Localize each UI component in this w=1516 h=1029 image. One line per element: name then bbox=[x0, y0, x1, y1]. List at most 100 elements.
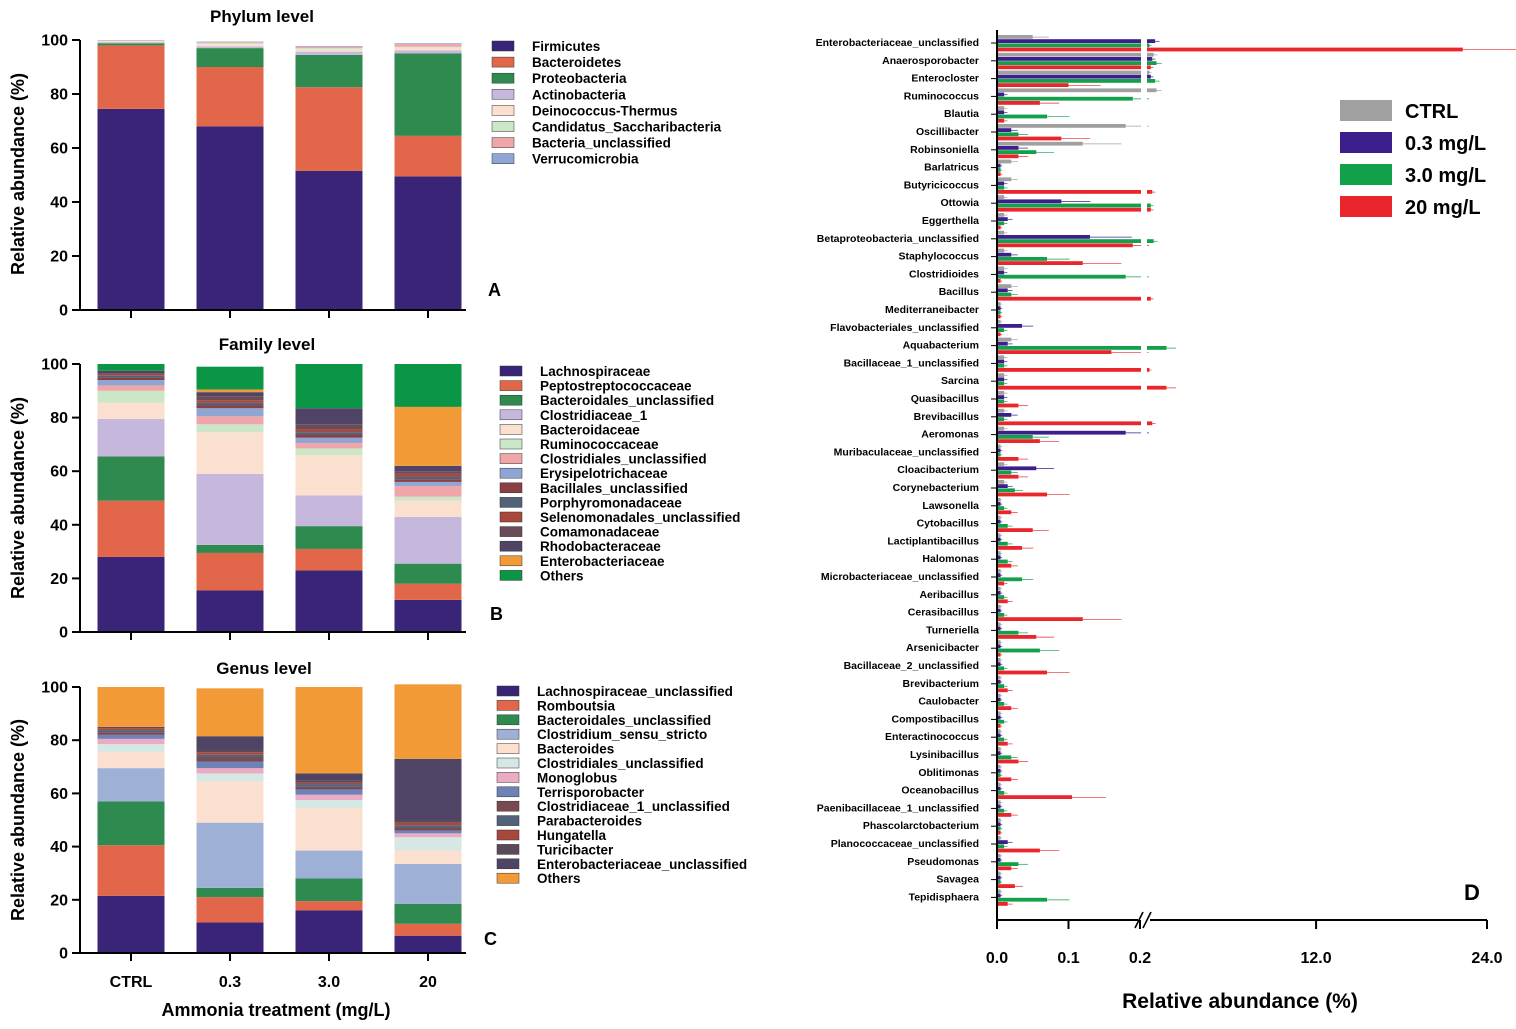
genus-bar bbox=[997, 724, 1001, 728]
y-tick-label: 80 bbox=[50, 410, 68, 427]
genus-bar bbox=[997, 875, 1001, 880]
genus-bar bbox=[997, 207, 1151, 212]
bar-segment bbox=[196, 408, 264, 417]
bar-segment bbox=[394, 827, 462, 831]
bar-segment bbox=[196, 400, 264, 403]
genus-bar bbox=[997, 902, 1008, 906]
genus-bar bbox=[997, 284, 1012, 288]
legend-label: Deinococcus-Thermus bbox=[532, 103, 678, 118]
genus-label: Cloacibacterium bbox=[897, 464, 979, 476]
genus-bar bbox=[997, 599, 1008, 604]
legend-swatch bbox=[496, 872, 520, 884]
genus-bar bbox=[997, 492, 1048, 497]
bar-segment bbox=[394, 820, 462, 823]
genus-bar bbox=[997, 822, 1001, 827]
genus-bar bbox=[997, 702, 1005, 706]
bar-segment bbox=[97, 108, 165, 310]
bar-segment bbox=[97, 732, 165, 735]
genus-bar bbox=[997, 506, 1005, 510]
legend-label: Clostridiales_unclassified bbox=[540, 452, 707, 467]
genus-bar bbox=[997, 92, 1005, 97]
bar-segment bbox=[295, 800, 363, 809]
bar-segment bbox=[394, 473, 462, 477]
bar-segment bbox=[97, 456, 165, 501]
bar-segment bbox=[394, 583, 462, 600]
genus-label: Betaproteobacteria_unclassified bbox=[817, 233, 979, 245]
legend-swatch bbox=[499, 482, 523, 494]
genus-bar bbox=[997, 808, 1005, 813]
legend-label: Enterobacteriaceae_unclassified bbox=[537, 857, 747, 872]
genus-bar bbox=[997, 118, 1005, 123]
genus-bar bbox=[997, 435, 1033, 439]
genus-bar bbox=[997, 421, 1153, 426]
bar-segment bbox=[295, 786, 363, 790]
genus-bar bbox=[997, 648, 1040, 653]
legend-label: Candidatus_Saccharibacteria bbox=[532, 120, 722, 135]
axis-break-mark bbox=[1142, 911, 1152, 929]
genus-bar bbox=[997, 569, 1001, 573]
genus-bar bbox=[997, 101, 1040, 105]
genus-bar bbox=[997, 706, 1012, 710]
genus-label: Butyricicoccus bbox=[904, 179, 979, 191]
genus-label: Savagea bbox=[936, 874, 979, 886]
genus-bar bbox=[997, 733, 1001, 738]
genus-bar bbox=[997, 858, 1001, 862]
bar-segment bbox=[295, 687, 363, 774]
bar-segment bbox=[394, 481, 462, 486]
bar-segment bbox=[196, 754, 264, 758]
genus-bar bbox=[997, 391, 1005, 395]
genus-bar bbox=[997, 79, 1156, 83]
panel-b-family: Family level Relative abundance (%) 0 20 4… bbox=[8, 335, 740, 642]
genus-bar bbox=[997, 363, 1005, 368]
legend-label: Bacteroidetes bbox=[532, 55, 621, 70]
legend-swatch bbox=[499, 453, 523, 464]
genus-bar bbox=[997, 146, 1019, 150]
bar-segment bbox=[394, 46, 462, 48]
genus-bar bbox=[997, 630, 1019, 635]
bar-segment bbox=[196, 432, 264, 474]
genus-bar bbox=[997, 128, 1012, 132]
bar-segment bbox=[196, 405, 264, 409]
bar-segment bbox=[196, 761, 264, 769]
genus-bar bbox=[997, 662, 1001, 666]
genus-bar bbox=[997, 195, 1005, 199]
genus-label: Microbacteriaceae_unclassified bbox=[821, 571, 979, 583]
genus-bar bbox=[997, 110, 1005, 115]
genus-bar bbox=[997, 626, 1001, 631]
genus-bar bbox=[997, 844, 1005, 849]
genus-bar bbox=[997, 426, 1005, 431]
genus-bar bbox=[997, 826, 1001, 831]
panel-c-letter: C bbox=[484, 929, 497, 949]
legend-swatch bbox=[1340, 132, 1392, 153]
bar-segment bbox=[394, 44, 462, 47]
genus-bar bbox=[997, 408, 1005, 413]
bar-segment bbox=[394, 830, 462, 834]
genus-bar bbox=[997, 791, 1005, 795]
genus-bar bbox=[997, 177, 1012, 182]
x-tick-label: 0.3 bbox=[219, 974, 241, 991]
legend-label: Others bbox=[540, 568, 584, 583]
bar-segment bbox=[196, 822, 264, 888]
legend-swatch bbox=[499, 511, 523, 523]
legend-label: Parabacteroides bbox=[537, 814, 642, 829]
legend-swatch bbox=[499, 380, 523, 391]
genus-label: Turneriella bbox=[926, 624, 979, 636]
bar-segment bbox=[295, 850, 363, 879]
genus-label: Brevibacterium bbox=[903, 678, 979, 690]
genus-label: Bacillaceae_2_unclassified bbox=[844, 660, 979, 672]
genus-bar bbox=[997, 74, 1151, 79]
bar-segment bbox=[196, 44, 264, 47]
genus-bar bbox=[997, 279, 1001, 283]
bar-segment bbox=[394, 825, 462, 828]
genus-bar bbox=[997, 764, 1001, 769]
bar-segment bbox=[97, 402, 165, 419]
bar-segment bbox=[196, 922, 264, 953]
bar-segment bbox=[394, 176, 462, 310]
legend-swatch bbox=[491, 56, 515, 68]
bar-segment bbox=[97, 375, 165, 378]
bar-segment bbox=[196, 768, 264, 774]
bar-segment bbox=[97, 687, 165, 727]
genus-bar bbox=[997, 385, 1167, 390]
x-tick-label: 12.0 bbox=[1301, 950, 1332, 967]
bar-segment bbox=[196, 389, 264, 393]
